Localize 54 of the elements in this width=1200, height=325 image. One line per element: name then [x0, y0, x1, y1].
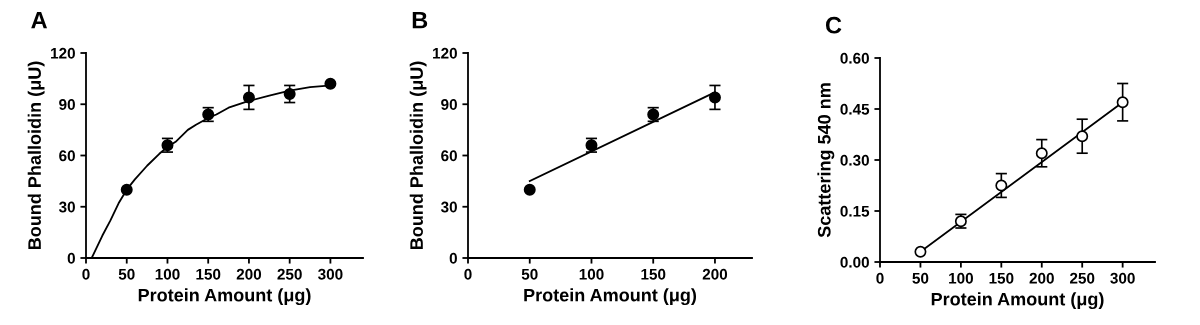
y-tick-label: 0.60 [840, 52, 869, 64]
point [523, 183, 536, 196]
x-tick-label: 100 [579, 268, 604, 280]
x-axis-title: Protein Amount (μg) [524, 288, 697, 306]
y-tick-label: 0.45 [840, 103, 870, 115]
point [324, 77, 337, 90]
y-tick-label: 90 [441, 99, 457, 110]
x-tick-label: 200 [236, 268, 262, 280]
point [242, 91, 255, 104]
x-tick-label: 100 [155, 268, 180, 280]
y-tick-label: 0 [67, 252, 75, 264]
y-tick-label: 90 [59, 99, 75, 110]
x-axis-title: Protein Amount (μg) [931, 292, 1104, 310]
y-tick-label: 0 [449, 252, 457, 264]
x-tick-label: 200 [702, 268, 728, 280]
x-tick-label: 50 [118, 268, 135, 280]
point [283, 88, 296, 100]
x-tick-label: 50 [912, 272, 929, 284]
y-tick-label: 60 [441, 150, 457, 162]
x-tick-label: 150 [641, 268, 666, 280]
y-tick-label: 30 [58, 201, 75, 213]
chart-title: B [412, 12, 428, 29]
x-tick-label: 250 [1069, 272, 1095, 284]
x-tick-label: 150 [989, 272, 1014, 284]
point [995, 179, 1008, 192]
point [1035, 147, 1048, 160]
x-tick-label: 0 [464, 268, 472, 280]
x-tick-label: 250 [277, 268, 302, 280]
x-tick-label: 0 [82, 268, 90, 280]
y-tick-label: 0.30 [840, 154, 869, 166]
y-tick-label: 30 [440, 201, 457, 213]
x-tick-label: 150 [196, 268, 221, 280]
point [120, 183, 133, 196]
chart-title: A [31, 12, 48, 29]
chart-title: C [825, 16, 842, 34]
y-tick-label: 0.15 [840, 205, 870, 217]
x-tick-label: 300 [318, 268, 343, 280]
y-tick-label: 120 [51, 47, 75, 59]
y-axis-title: Bound Phalloidin (μU) [27, 61, 45, 250]
x-tick-label: 100 [949, 272, 973, 284]
x-tick-label: 200 [1029, 272, 1054, 284]
point [1076, 130, 1089, 143]
x-axis-title: Protein Amount (μg) [138, 288, 311, 306]
y-tick-label: 0.00 [840, 256, 869, 268]
y-tick-label: 120 [433, 47, 457, 59]
x-tick-label: 50 [521, 268, 538, 280]
y-tick-label: 60 [59, 150, 75, 162]
x-tick-label: 0 [876, 272, 884, 284]
point [914, 245, 927, 258]
y-axis-title: Bound Phalloidin (μU) [409, 61, 427, 250]
point [1116, 96, 1129, 109]
point [708, 91, 721, 104]
y-axis-title: Scattering 540 nm [817, 83, 835, 238]
x-tick-label: 300 [1110, 272, 1135, 284]
